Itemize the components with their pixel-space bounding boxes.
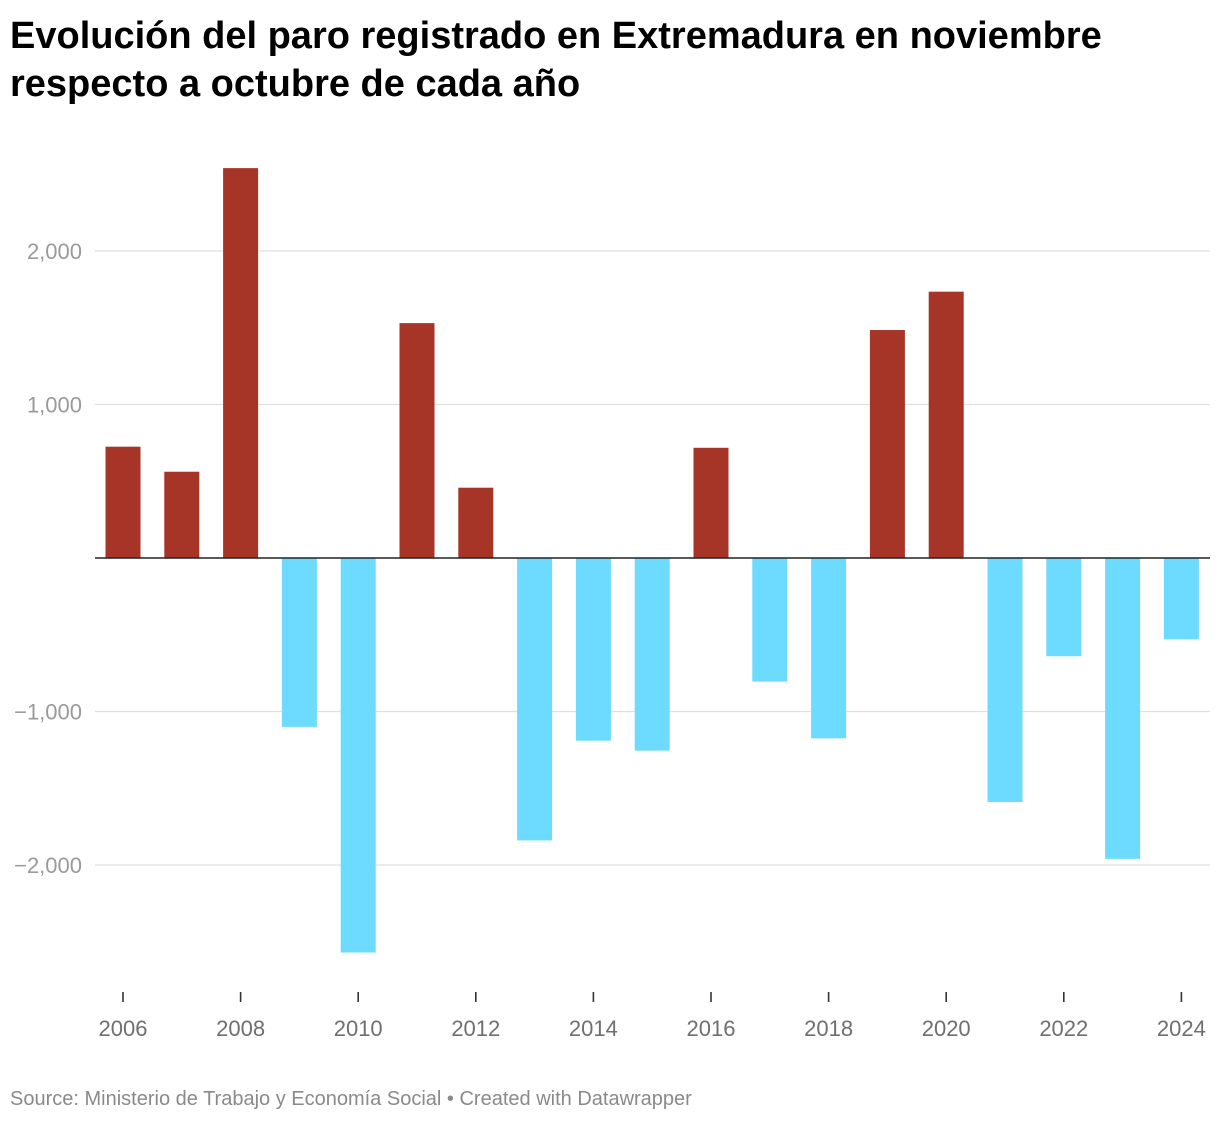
gridlines [95,250,1210,866]
x-tick-label: 2022 [1039,1016,1088,1041]
bar-2007[interactable] [164,471,200,558]
bar-2008[interactable] [223,168,259,559]
bar-2021[interactable] [987,558,1023,803]
bar-2018[interactable] [811,558,847,739]
x-tick-label: 2014 [569,1016,618,1041]
x-tick-label: 2012 [451,1016,500,1041]
bar-2016[interactable] [693,447,729,558]
y-tick-label: 2,000 [27,239,82,264]
x-tick-labels: 2006 2008 2010 2012 2014 2016 2018 2020 2022 2024 [99,1016,1206,1041]
bar-2011[interactable] [399,323,435,558]
y-tick-label: −2,000 [14,853,82,878]
x-tick-label: 2024 [1157,1016,1206,1041]
source-label: Source: [10,1088,79,1110]
footer: Source: Ministerio de Trabajo y Economía… [10,1088,692,1111]
bar-2019[interactable] [869,330,905,558]
bar-2023[interactable] [1105,558,1141,859]
x-tick-label: 2018 [804,1016,853,1041]
bar-2012[interactable] [458,487,494,558]
chart-title: Evolución del paro registrado en Extrema… [10,15,1102,105]
datawrapper-credit-link[interactable]: Created with Datawrapper [459,1088,692,1110]
bar-2020[interactable] [928,291,964,558]
x-tick-label: 2016 [687,1016,736,1041]
bar-2013[interactable] [517,558,553,841]
bar-2024[interactable] [1163,558,1199,640]
bar-2017[interactable] [752,558,788,682]
y-tick-label: 1,000 [27,393,82,418]
x-tick-label: 2010 [334,1016,383,1041]
x-tick-label: 2008 [216,1016,265,1041]
bars [105,168,1199,953]
bar-2009[interactable] [281,558,317,727]
y-tick-labels: −2,000 −1,000 1,000 2,000 [14,239,82,878]
bar-2006[interactable] [105,446,141,558]
bar-2010[interactable] [340,558,376,953]
bar-2014[interactable] [575,558,611,741]
x-tick-label: 2006 [99,1016,148,1041]
source-link[interactable]: Ministerio de Trabajo y Economía Social [84,1088,442,1110]
bar-2015[interactable] [634,558,670,751]
footer-separator: • [446,1088,454,1110]
x-tick-label: 2020 [922,1016,971,1041]
x-ticks [122,992,1183,1002]
y-tick-label: −1,000 [14,700,82,725]
bar-2022[interactable] [1046,558,1082,657]
